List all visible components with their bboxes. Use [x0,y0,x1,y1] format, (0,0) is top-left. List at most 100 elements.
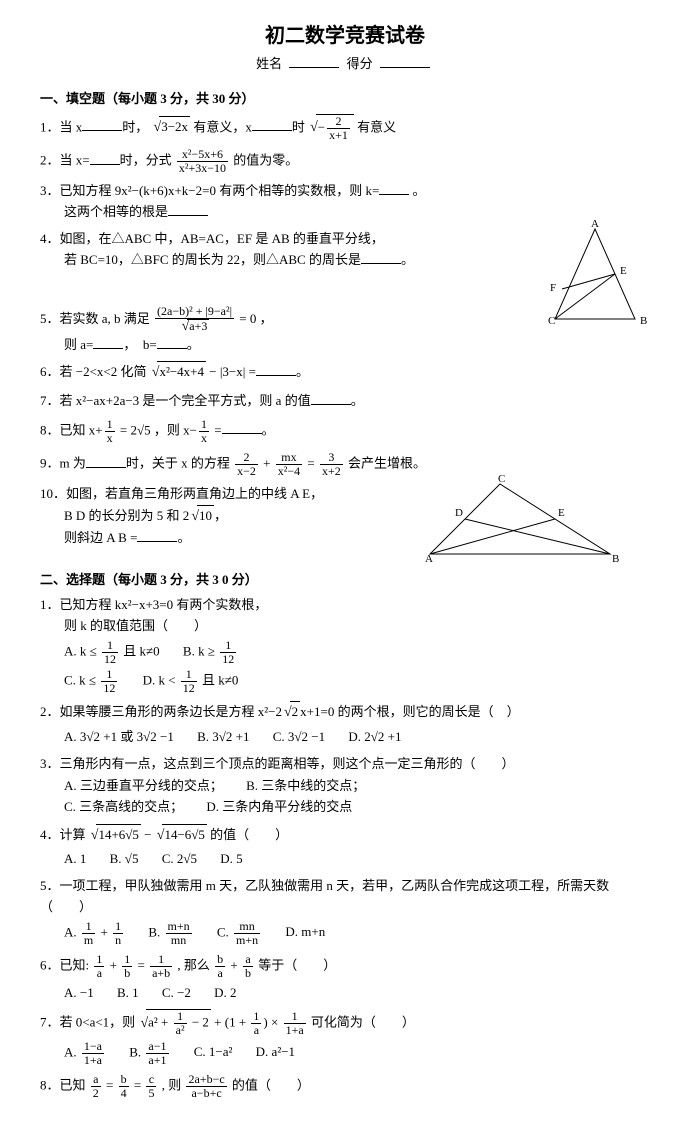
text: x+ [89,422,103,437]
text: 可化简为（ ） [311,1015,415,1030]
s2-q2: 2．如果等腰三角形的两条边长是方程 x²−22x+1=0 的两个根，则它的周长是… [40,701,650,747]
text: 时， [122,119,148,134]
option-a[interactable]: A. 1m + 1n [64,920,125,947]
option-c[interactable]: C. 3√2 −1 [273,727,325,748]
option-c[interactable]: C. −2 [162,983,191,1004]
option-c[interactable]: C. 1−a² [194,1042,233,1063]
text: 9．m 为 [40,456,86,471]
text: 2．当 x= [40,153,90,168]
svg-text:A: A [591,219,599,230]
blank[interactable] [157,336,187,349]
s2-q1: 1．已知方程 kx²−x+3=0 有两个实数根， 则 k 的取值范围（ ） A.… [40,595,650,695]
option-a[interactable]: A. 1−a1+a [64,1040,106,1067]
num: 2 [327,115,350,129]
text: 8．已知 [40,422,89,437]
option-b[interactable]: B. 1 [117,983,139,1004]
s2-q7: 7．若 0<a<1，则 a² + 1a² − 2 + (1 + 1a) × 11… [40,1009,650,1067]
text: 则斜边 A B = [64,530,137,545]
text: ， [214,508,227,523]
den: x²−4 [276,465,302,478]
option-a[interactable]: A. 三边垂直平分线的交点； [64,776,223,797]
option-a[interactable]: A. k ≤ 112 且 k≠0 [64,639,160,666]
num: mx [276,451,302,465]
s1-q1: 1．当 x时， 3−2x 有意义，x时 −2x+1 有意义 [40,114,650,142]
option-c[interactable]: C. 三条高线的交点； [64,797,183,818]
page-title: 初二数学竞赛试卷 [40,20,650,52]
den: x+1 [327,129,350,142]
score-label: 得分 [347,56,373,71]
den: x [105,432,115,445]
option-d[interactable]: D. 2 [214,983,236,1004]
text: = 0 ， [239,311,272,326]
text: 的值（ ） [210,827,288,842]
option-b[interactable]: B. m+nmn [148,920,193,947]
s2-q5: 5．一项工程，甲队独做需用 m 天，乙队独做需用 n 天，若甲，乙两队合作完成这… [40,876,650,947]
blank[interactable] [168,203,208,216]
option-c[interactable]: C. mnm+n [217,920,262,947]
text: 有意义 [357,119,396,134]
option-b[interactable]: B. 三条中线的交点； [246,776,365,797]
text: 。 [177,530,190,545]
blank[interactable] [311,392,351,405]
blank[interactable] [252,118,292,131]
text: ， b= [123,337,156,352]
num: 3 [320,451,343,465]
svg-text:A: A [425,553,433,564]
radicand: x²−4x+4 [157,361,206,383]
s1-q5: 5．若实数 a, b 满足 (2a−b)² + |9−a²|a+3 = 0 ， … [40,305,650,355]
text: 则 k 的取值范围（ ） [64,618,207,633]
score-blank[interactable] [380,67,430,68]
blank[interactable] [379,182,409,195]
text: B D 的长分别为 5 和 2 [64,508,189,523]
option-d[interactable]: D. 2√2 +1 [348,727,401,748]
option-d[interactable]: D. 5 [220,849,242,870]
option-d[interactable]: D. a²−1 [256,1042,295,1063]
radicand: 10 [197,505,214,527]
option-c[interactable]: C. 2√5 [162,849,197,870]
option-c[interactable]: C. k ≤ 112 [64,668,119,695]
text: 8．已知 [40,1078,89,1093]
den: x²+3x−10 [177,162,228,175]
blank[interactable] [222,421,262,434]
text: 4．如图，在△ABC 中，AB=AC，EF 是 AB 的垂直平分线， [40,231,384,246]
text: − |3−x| = [209,364,256,379]
svg-text:B: B [612,553,619,564]
text: + [263,456,274,471]
s1-q8: 8．已知 x+1x = 2√5 ，则 x−1x =。 [40,418,650,445]
blank[interactable] [361,251,401,264]
option-d[interactable]: D. k < 112 且 k≠0 [143,668,239,695]
text: 。 [401,252,414,267]
s1-q3: 3．已知方程 9x²−(k+6)x+k−2=0 有两个相等的实数根，则 k= 。… [40,181,650,223]
option-a[interactable]: A. 1 [64,849,86,870]
name-blank[interactable] [289,67,339,68]
section1-heading: 一、填空题（每小题 3 分，共 30 分） [40,89,650,110]
text: 5．若实数 a, b 满足 [40,311,153,326]
blank[interactable] [93,336,123,349]
text: 。 [296,364,309,379]
blank[interactable] [82,118,122,131]
section2-heading: 二、选择题（每小题 3 分，共 3 0 分） [40,570,650,591]
blank[interactable] [86,455,126,468]
den: x−2 [235,465,258,478]
option-a[interactable]: A. 3√2 +1 或 3√2 −1 [64,727,174,748]
text: ，则 [154,422,183,437]
option-b[interactable]: B. a−1a+1 [129,1040,170,1067]
option-b[interactable]: B. √5 [110,849,139,870]
sqrt-icon: −2x+1 [308,114,354,142]
option-b[interactable]: B. k ≥ 112 [183,639,238,666]
blank[interactable] [137,529,177,542]
den: x [199,432,209,445]
text: 2．如果等腰三角形的两条边长是方程 x²−2 [40,704,282,719]
option-d[interactable]: D. 三条内角平分线的交点 [206,797,352,818]
num: 1 [199,418,209,432]
text: 7．若 x²−ax+2a−3 是一个完全平方式，则 a 的值 [40,393,311,408]
text: 会产生增根。 [348,456,426,471]
svg-text:D: D [455,507,463,519]
blank[interactable] [256,363,296,376]
option-d[interactable]: D. m+n [285,922,325,943]
text: = [307,456,318,471]
svg-text:C: C [498,474,505,485]
option-a[interactable]: A. −1 [64,983,94,1004]
option-b[interactable]: B. 3√2 +1 [197,727,249,748]
blank[interactable] [90,152,120,165]
